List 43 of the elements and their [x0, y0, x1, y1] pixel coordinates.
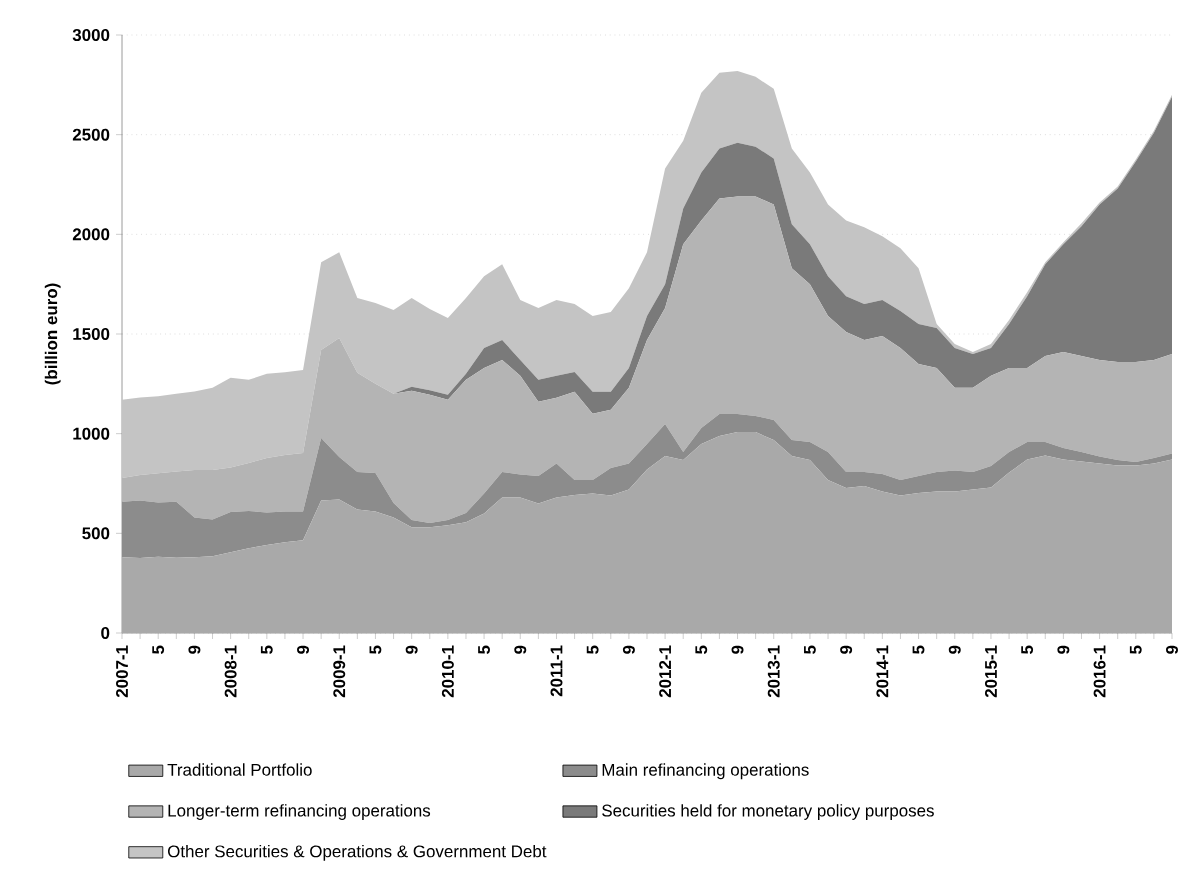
legend-label: Other Securities & Operations & Government Debt [167, 844, 547, 861]
x-tick-label: 2007-1 [116, 645, 128, 698]
x-tick-label: 5 [152, 645, 165, 654]
x-tick-label: 5 [695, 645, 708, 654]
x-tick-label: 5 [260, 645, 273, 654]
x-tick-label: 9 [297, 645, 310, 654]
x-tick-label: 5 [804, 645, 816, 654]
x-tick-label: 9 [1057, 645, 1070, 654]
x-tick-label: 5 [369, 645, 382, 654]
y-tick-label: 3000 [72, 29, 110, 41]
x-tick-label: 2011-1 [550, 645, 563, 697]
legend-label: Main refinancing operations [602, 763, 809, 780]
legend-label: Traditional Portfolio [167, 763, 312, 776]
x-tick-label: 9 [405, 645, 418, 654]
x-tick-label: 2015-1 [984, 645, 997, 698]
x-tick-label: 2009-1 [333, 645, 346, 698]
x-tick-label: 2014-1 [876, 645, 889, 698]
x-tick-label: 2016-1 [1093, 645, 1106, 698]
legend-label: Securities held for monetary policy purposes [602, 804, 934, 820]
x-tick-label: 2012-1 [659, 645, 672, 698]
x-tick-label: 2010-1 [441, 645, 454, 698]
y-tick-label: 2000 [72, 228, 110, 241]
x-tick-label: 2013-1 [767, 645, 780, 698]
y-tick-label: 500 [82, 527, 110, 540]
y-tick-label: 0 [101, 627, 110, 639]
y-tick-label: 2500 [72, 128, 110, 141]
legend-label: Longer-term refinancing operations [168, 804, 431, 820]
x-tick-label: 9 [731, 645, 744, 654]
y-tick-label: 1000 [73, 427, 110, 440]
x-tick-label: 9 [622, 645, 635, 654]
x-tick-label: 9 [840, 645, 853, 654]
x-tick-label: 5 [912, 645, 925, 654]
x-tick-label: 9 [1166, 645, 1178, 654]
x-tick-label: 5 [1129, 645, 1142, 654]
x-tick-label: 5 [478, 645, 490, 654]
x-tick-label: 2008-1 [224, 645, 237, 698]
x-tick-label: 9 [948, 645, 961, 654]
x-tick-label: 5 [1021, 645, 1034, 654]
y-tick-label: 1500 [73, 328, 110, 340]
x-tick-label: 9 [188, 645, 201, 654]
x-tick-label: 5 [586, 645, 599, 654]
y-axis-title: (billion euro) [44, 283, 61, 385]
x-tick-label: 9 [514, 645, 527, 654]
